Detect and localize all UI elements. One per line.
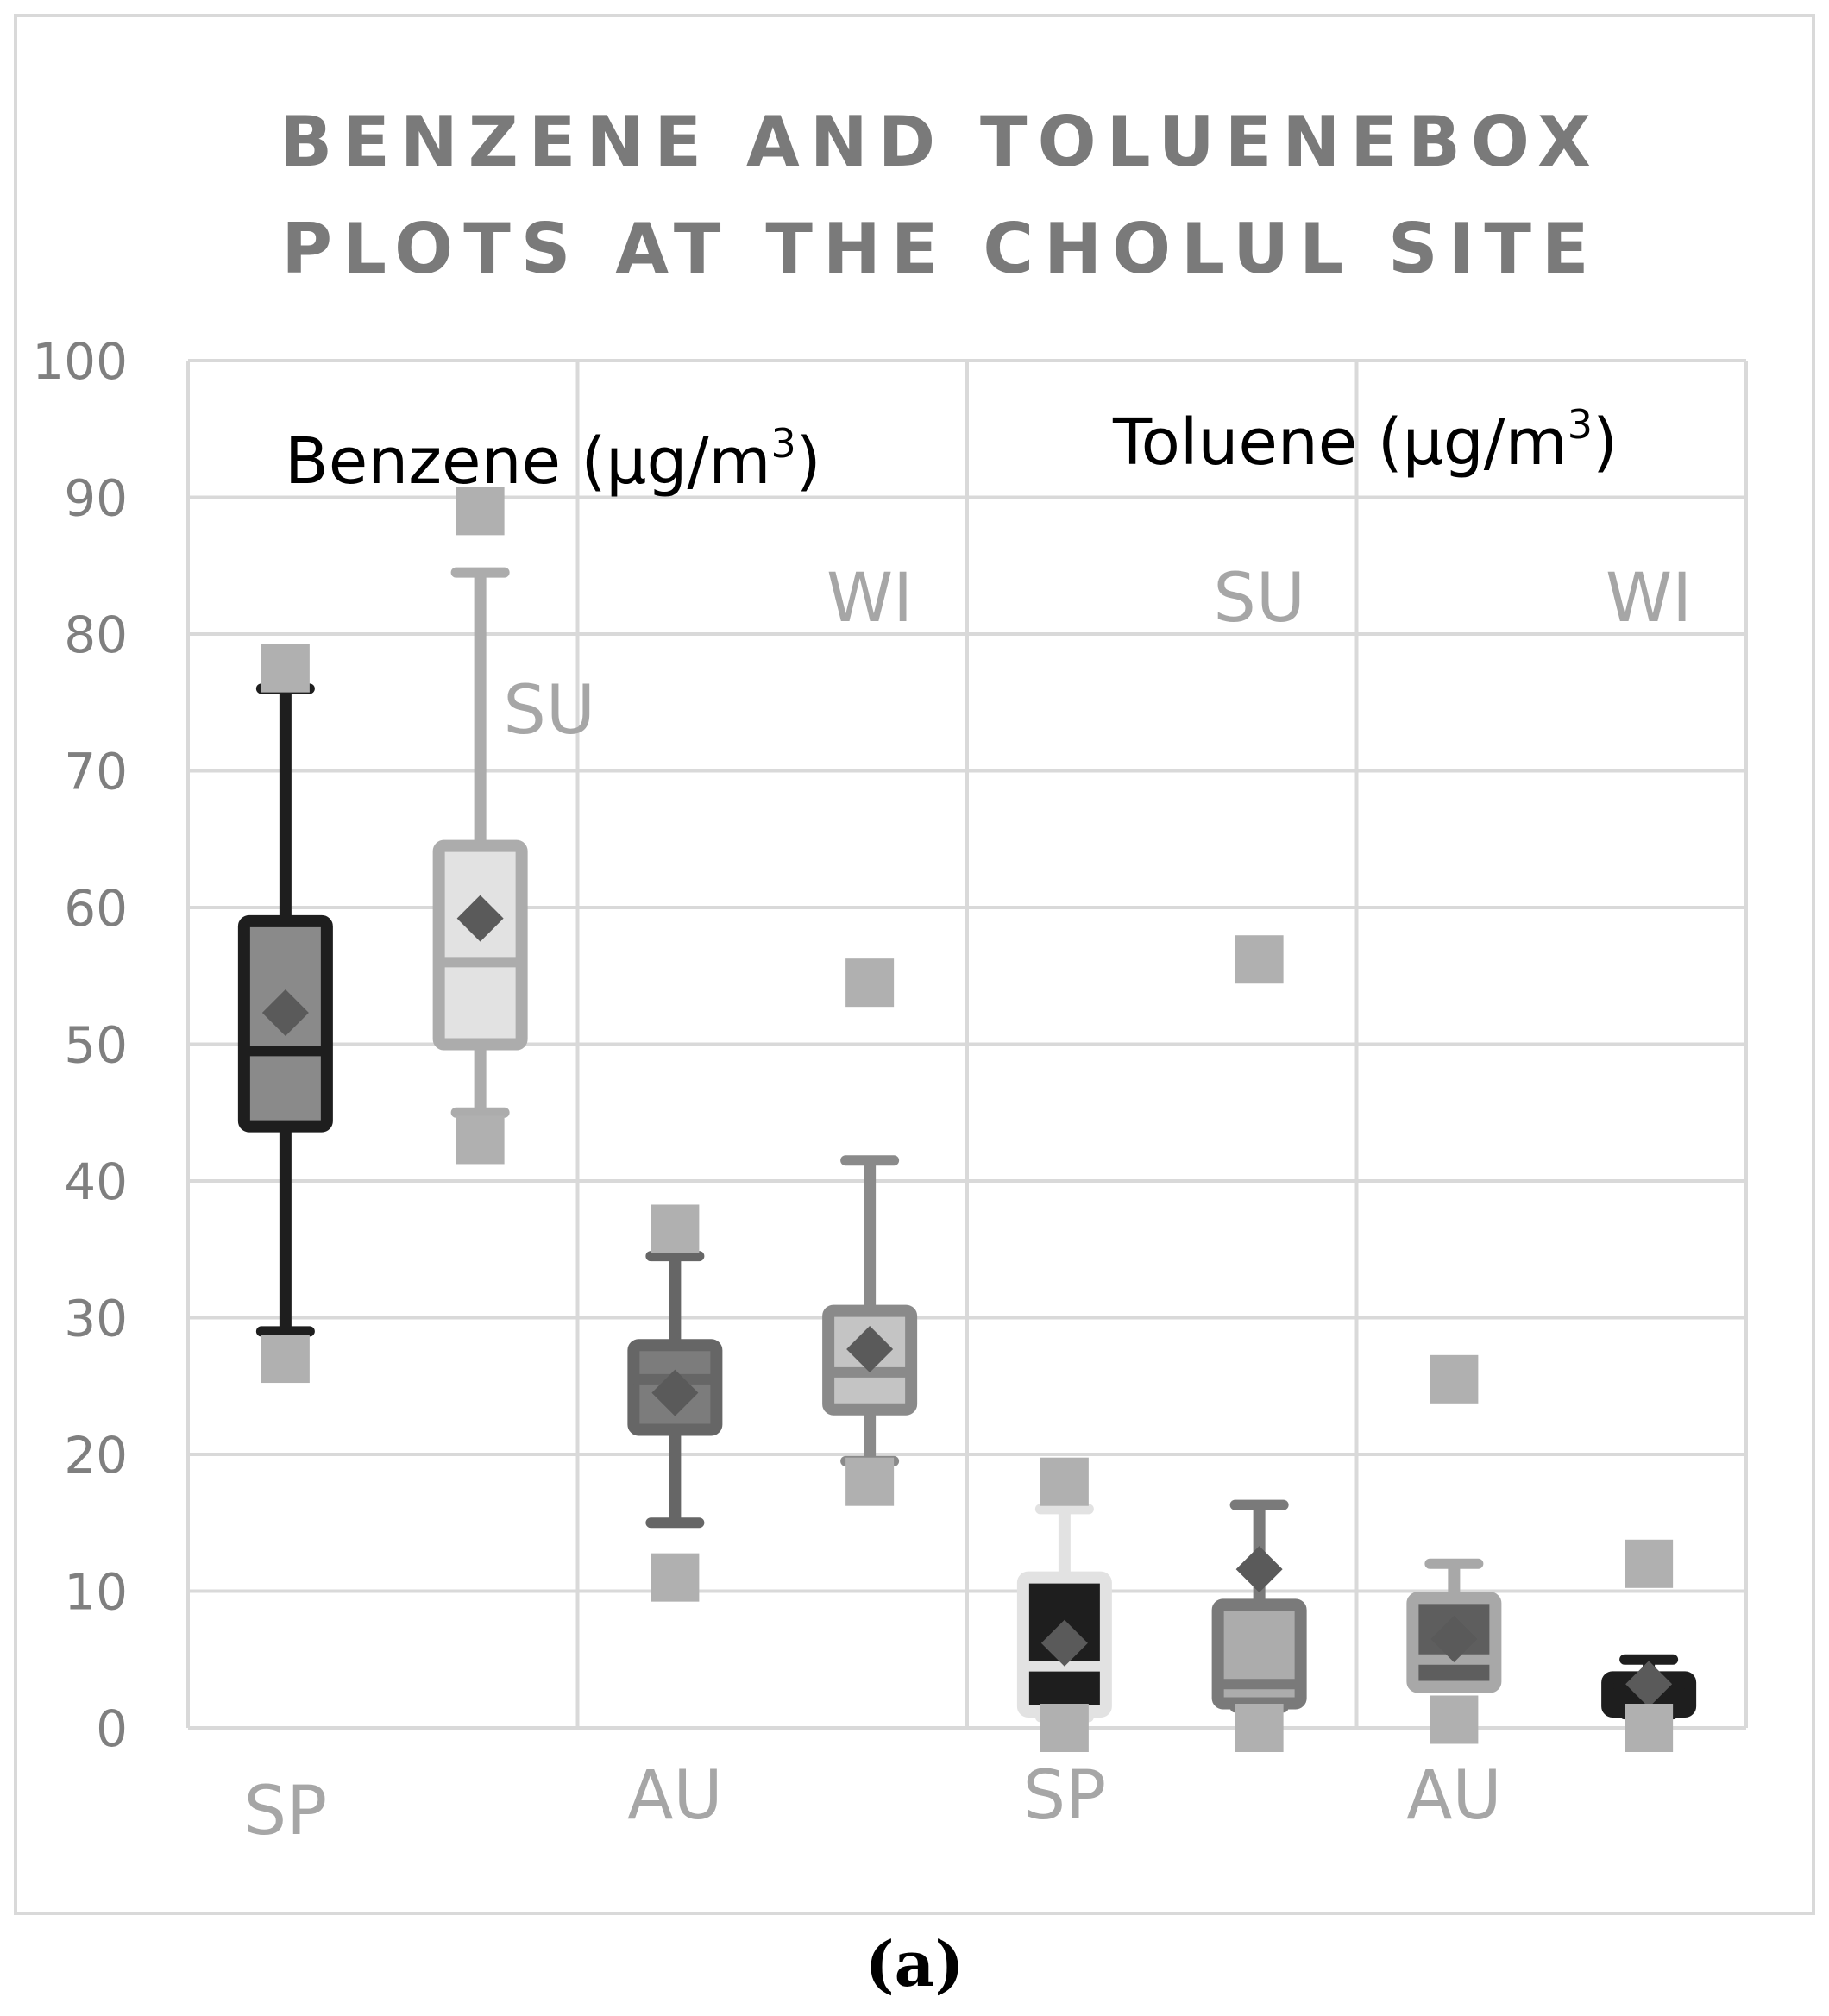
season-label-benzene-au: AU bbox=[627, 1757, 722, 1835]
season-label-toluene-wi: WI bbox=[1606, 560, 1692, 637]
box-series bbox=[237, 487, 1697, 1752]
y-tick-label-50: 50 bbox=[64, 1016, 128, 1075]
min-marker-toluene-su bbox=[1235, 1704, 1284, 1752]
box-toluene-su bbox=[1211, 1598, 1307, 1710]
mean-marker-toluene-au bbox=[1430, 1615, 1478, 1662]
max-marker-toluene-au bbox=[1430, 1354, 1479, 1404]
group-label-benzene: Benzene (µg/m3) bbox=[285, 420, 821, 499]
min-marker-toluene-wi bbox=[1625, 1704, 1674, 1752]
y-tick-label-70: 70 bbox=[64, 743, 128, 801]
mean-marker-benzene-sp bbox=[261, 989, 309, 1037]
mean-marker-toluene-wi bbox=[1625, 1661, 1673, 1708]
season-label-toluene-su: SU bbox=[1213, 560, 1305, 637]
figure-caption: (a) bbox=[865, 1927, 965, 2000]
mean-marker-benzene-au bbox=[651, 1369, 699, 1416]
group-label-toluene-main: Toluene (µg/m bbox=[1112, 405, 1568, 480]
min-marker-benzene-su bbox=[456, 1115, 505, 1165]
y-tick-label-30: 30 bbox=[64, 1290, 128, 1348]
chart-title-line-1: BENZENE AND TOLUENEBOX bbox=[280, 102, 1601, 182]
y-tick-label-20: 20 bbox=[64, 1426, 128, 1485]
group-label-benzene-end: ) bbox=[796, 424, 821, 499]
mean-marker-benzene-wi bbox=[846, 1325, 894, 1372]
y-tick-label-60: 60 bbox=[64, 879, 128, 938]
group-label-benzene-sup: 3 bbox=[770, 420, 795, 467]
box-benzene-su bbox=[432, 839, 528, 1051]
min-marker-benzene-wi bbox=[845, 1457, 895, 1506]
chart-title-line-2: PLOTS AT THE CHOLUL SITE bbox=[281, 209, 1599, 289]
group-label-toluene: Toluene (µg/m3) bbox=[1112, 401, 1618, 480]
season-label-benzene-wi: WI bbox=[827, 560, 913, 637]
mean-marker-benzene-su bbox=[456, 895, 504, 942]
y-axis: 0 10 20 30 40 50 60 70 80 90 100 bbox=[32, 332, 128, 1758]
season-label-toluene-au: AU bbox=[1406, 1757, 1501, 1835]
group-label-toluene-end: ) bbox=[1593, 405, 1618, 480]
y-tick-label-80: 80 bbox=[64, 606, 128, 664]
y-tick-label-90: 90 bbox=[64, 469, 128, 528]
mean-marker-toluene-su bbox=[1235, 1546, 1283, 1593]
min-marker-benzene-au bbox=[651, 1553, 700, 1602]
y-tick-label-10: 10 bbox=[64, 1563, 128, 1622]
min-marker-toluene-sp bbox=[1040, 1704, 1089, 1752]
max-marker-benzene-au bbox=[651, 1204, 700, 1253]
season-label-benzene-su: SU bbox=[503, 672, 595, 750]
group-label-benzene-main: Benzene (µg/m bbox=[285, 424, 770, 499]
season-labels: SP SU AU WI SP SU AU WI bbox=[244, 560, 1693, 1850]
min-marker-toluene-au bbox=[1430, 1695, 1479, 1744]
season-label-toluene-sp: SP bbox=[1023, 1757, 1107, 1835]
group-label-toluene-sup: 3 bbox=[1568, 401, 1593, 448]
max-marker-toluene-wi bbox=[1625, 1539, 1674, 1588]
max-marker-benzene-wi bbox=[845, 958, 895, 1008]
y-tick-label-100: 100 bbox=[32, 332, 128, 391]
max-marker-toluene-su bbox=[1235, 935, 1284, 984]
max-marker-toluene-sp bbox=[1040, 1457, 1089, 1506]
y-tick-label-40: 40 bbox=[64, 1152, 128, 1211]
y-tick-label-0: 0 bbox=[96, 1699, 128, 1758]
max-marker-benzene-su bbox=[456, 487, 505, 536]
min-marker-benzene-sp bbox=[261, 1335, 310, 1384]
grid bbox=[186, 359, 1748, 1730]
mean-marker-toluene-sp bbox=[1040, 1619, 1088, 1667]
max-marker-benzene-sp bbox=[261, 644, 310, 693]
season-label-benzene-sp: SP bbox=[244, 1773, 328, 1850]
